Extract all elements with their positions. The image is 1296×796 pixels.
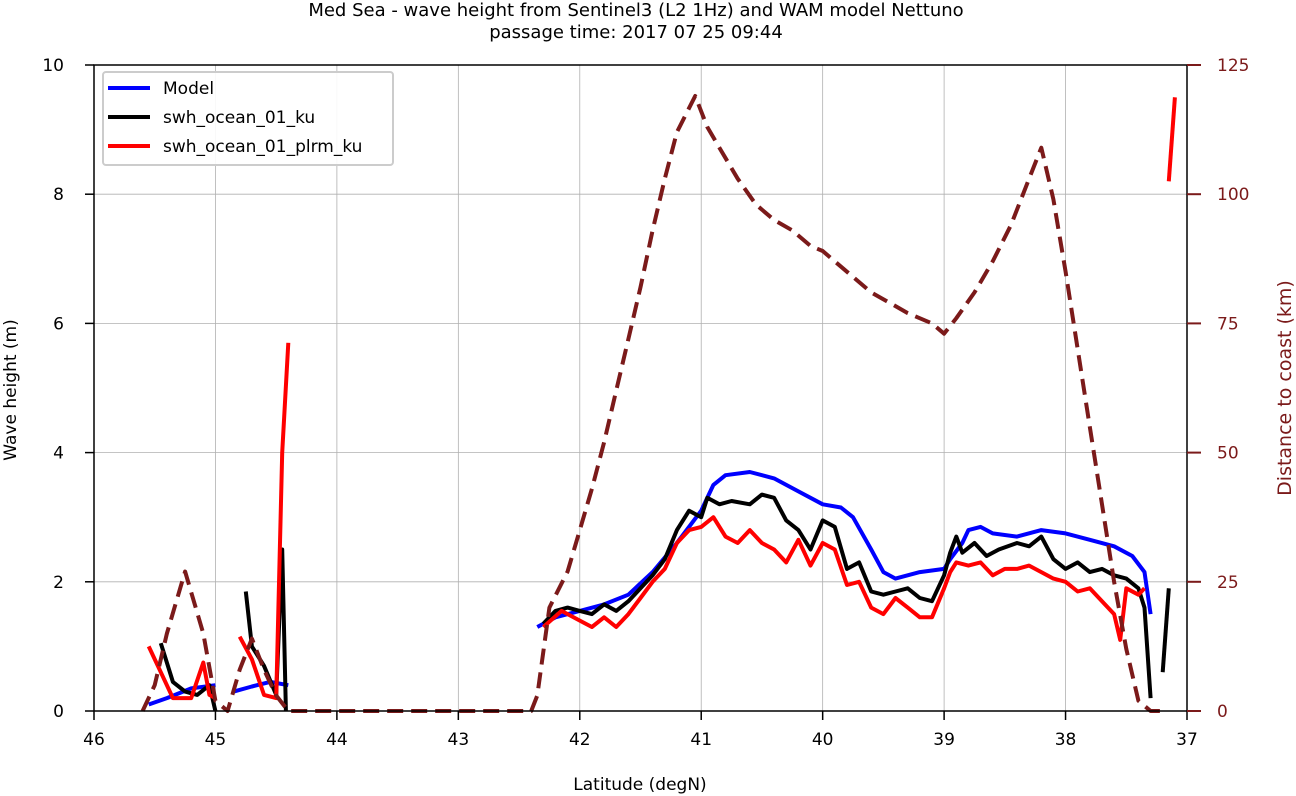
series-line-swh-ocean-01-plrm-ku	[541, 515, 1146, 642]
x-tick-label: 42	[569, 730, 591, 750]
y-tick-label: 10	[42, 56, 64, 76]
legend-label-model: Model	[163, 79, 214, 99]
x-tick-label: 41	[690, 730, 712, 750]
y-axis-label: Wave height (m)	[1, 319, 21, 460]
x-tick-label: 45	[205, 730, 227, 750]
legend-box	[102, 71, 394, 166]
x-tick-label: 37	[1176, 730, 1198, 750]
y-right-tick-label: 0	[1217, 702, 1228, 722]
series-line-model	[148, 683, 216, 707]
x-tick-label: 38	[1055, 730, 1077, 750]
x-tick-label: 46	[83, 730, 105, 750]
x-tick-label: 44	[326, 730, 348, 750]
series-line-swh-ocean-01-ku	[1160, 588, 1171, 673]
y-right-tick-label: 75	[1217, 314, 1239, 334]
x-tick-label: 39	[933, 730, 955, 750]
y-right-tick-label: 25	[1217, 573, 1239, 593]
y-right-tick-label: 100	[1217, 185, 1249, 205]
chart-title-line-2: passage time: 2017 07 25 09:44	[489, 22, 783, 43]
legend-label-ku: swh_ocean_01_ku	[163, 108, 315, 128]
y-tick-label: 4	[53, 444, 64, 464]
y-tick-label: 6	[53, 314, 64, 334]
plot-frame	[93, 64, 1188, 712]
y-tick-label: 8	[53, 185, 64, 205]
series-line-swh-ocean-01-plrm-ku	[1166, 97, 1177, 182]
series-line-swh-ocean-01-ku	[541, 492, 1153, 699]
plot-series	[140, 94, 1177, 713]
x-tick-label: 40	[812, 730, 834, 750]
y-right-tick-label: 125	[1217, 56, 1249, 76]
x-tick-label: 43	[448, 730, 470, 750]
series-line-distance-to-coast	[140, 94, 1163, 713]
y-right-tick-label: 50	[1217, 444, 1239, 464]
y-tick-label: 0	[53, 702, 64, 722]
x-axis-label: Latitude (degN)	[573, 775, 706, 795]
y-tick-label: 2	[53, 573, 64, 593]
series-line-model	[536, 470, 1153, 629]
series-line-swh-ocean-01-plrm-ku	[237, 342, 291, 701]
y-axis-right-label: Distance to coast (km)	[1274, 280, 1296, 496]
chart-title-line-1: Med Sea - wave height from Sentinel3 (L2…	[308, 0, 963, 21]
legend-label-plrm: swh_ocean_01_plrm_ku	[163, 137, 362, 157]
legend: Model swh_ocean_01_ku swh_ocean_01_plrm_…	[102, 71, 394, 166]
series-line-swh-ocean-01-plrm-ku	[146, 645, 217, 701]
